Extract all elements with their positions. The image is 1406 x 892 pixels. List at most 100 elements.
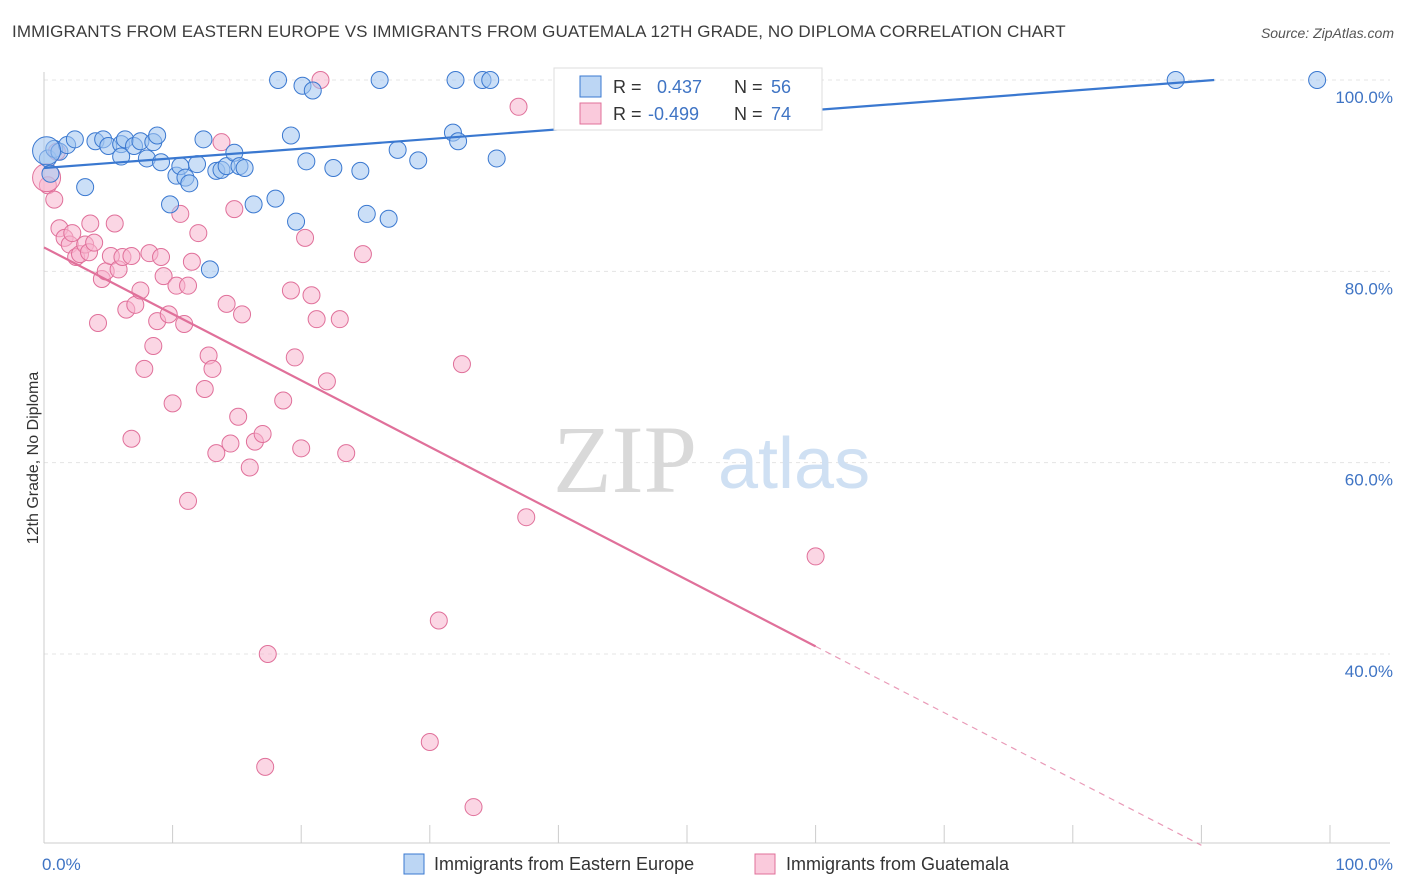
guatemala-point <box>221 434 240 453</box>
eastern-europe-point <box>194 130 213 149</box>
legend-n-value-1: 56 <box>771 77 791 97</box>
guatemala-point <box>45 190 64 209</box>
trend-line-guatemala-extension <box>815 645 1202 846</box>
series-guatemala-points <box>32 71 825 817</box>
guatemala-point <box>806 547 825 566</box>
guatemala-point <box>258 645 277 663</box>
bottom-legend-label-eastern-europe: Immigrants from Eastern Europe <box>434 854 694 874</box>
guatemala-point <box>253 424 272 443</box>
guatemala-point <box>429 611 448 630</box>
eastern-europe-point <box>65 130 84 149</box>
y-tick-label: 80.0% <box>1345 279 1393 298</box>
guatemala-point <box>189 224 208 243</box>
eastern-europe-point <box>449 132 468 151</box>
guatemala-point <box>207 444 226 463</box>
eastern-europe-point <box>180 174 199 193</box>
guatemala-point <box>509 97 528 116</box>
eastern-europe-point <box>287 212 306 231</box>
guatemala-point <box>225 200 244 219</box>
guatemala-point <box>217 294 236 313</box>
tick-labels: 100.0% 80.0% 60.0% 40.0% 0.0% 100.0% <box>42 88 1393 874</box>
guatemala-point <box>144 336 163 355</box>
eastern-europe-point <box>409 151 428 170</box>
legend-n-label-1: N = <box>734 77 763 97</box>
guatemala-point <box>179 491 198 510</box>
y-axis-title: 12th Grade, No Diploma <box>25 372 42 545</box>
legend-n-label-2: N = <box>734 104 763 124</box>
legend-n-value-2: 74 <box>771 104 791 124</box>
bottom-legend-label-guatemala: Immigrants from Guatemala <box>786 854 1010 874</box>
eastern-europe-point <box>148 126 167 145</box>
legend-swatch-pink <box>579 102 602 125</box>
guatemala-point <box>517 508 536 527</box>
eastern-europe-point <box>266 189 285 208</box>
eastern-europe-point <box>269 71 288 89</box>
guatemala-point <box>256 757 275 776</box>
guatemala-point <box>229 407 248 426</box>
eastern-europe-point <box>481 71 500 89</box>
eastern-europe-point <box>370 71 389 89</box>
eastern-europe-point <box>324 159 343 178</box>
guatemala-point <box>420 733 439 752</box>
eastern-europe-point <box>161 195 180 214</box>
guatemala-point <box>63 224 82 243</box>
guatemala-point <box>81 214 100 233</box>
guatemala-point <box>285 348 304 367</box>
eastern-europe-point <box>188 155 207 174</box>
eastern-europe-point <box>446 71 465 89</box>
eastern-europe-point <box>152 153 171 172</box>
x-tick-label: 0.0% <box>42 855 81 874</box>
guatemala-point <box>122 247 141 266</box>
eastern-europe-point <box>112 147 131 166</box>
bottom-legend-swatch-pink <box>754 853 776 875</box>
guatemala-point <box>452 355 471 374</box>
guatemala-point <box>353 245 372 264</box>
eastern-europe-point <box>379 209 398 228</box>
eastern-europe-point <box>388 140 407 159</box>
guatemala-point <box>182 252 201 271</box>
y-tick-label: 100.0% <box>1335 88 1393 107</box>
legend-swatch-blue <box>579 75 602 98</box>
watermark-zip: ZIP <box>553 406 697 513</box>
eastern-europe-point <box>351 161 370 180</box>
guatemala-point <box>135 359 154 378</box>
guatemala-point <box>317 372 336 391</box>
eastern-europe-point <box>76 178 95 197</box>
axes <box>43 72 1390 844</box>
eastern-europe-point <box>1166 71 1185 89</box>
guatemala-point <box>163 394 182 413</box>
legend-r-value-2: -0.499 <box>648 104 699 124</box>
eastern-europe-point <box>297 152 316 171</box>
guatemala-point <box>85 233 104 252</box>
eastern-europe-point <box>357 204 376 223</box>
guatemala-point <box>152 247 171 266</box>
series-eastern-europe-points <box>32 71 1327 279</box>
trend-line-guatemala <box>43 246 817 648</box>
guatemala-point <box>203 359 222 378</box>
guatemala-point <box>292 439 311 458</box>
chart-title: IMMIGRANTS FROM EASTERN EUROPE VS IMMIGR… <box>12 22 1066 41</box>
eastern-europe-point <box>281 126 300 145</box>
eastern-europe-point <box>487 149 506 168</box>
legend-r-label-2: R = <box>613 104 642 124</box>
guatemala-point <box>212 133 231 152</box>
guatemala-point <box>302 286 321 305</box>
guatemala-point <box>195 380 214 399</box>
correlation-legend: R = 0.437 N = 56 R = -0.499 N = 74 <box>553 67 823 131</box>
guatemala-point <box>105 214 124 233</box>
source-credit: Source: ZipAtlas.com <box>1260 25 1394 41</box>
legend-r-label-1: R = <box>613 77 642 97</box>
y-tick-label: 40.0% <box>1345 662 1393 681</box>
series-legend: Immigrants from Eastern Europe Immigrant… <box>403 853 1010 875</box>
guatemala-point <box>274 391 293 410</box>
eastern-europe-point <box>200 260 219 279</box>
y-tick-label: 60.0% <box>1345 471 1393 490</box>
eastern-europe-point <box>1308 71 1327 89</box>
watermark: ZIP atlas <box>553 406 870 513</box>
eastern-europe-point <box>41 164 60 183</box>
guatemala-point <box>337 444 356 463</box>
guatemala-point <box>122 429 141 448</box>
guatemala-point <box>89 313 108 332</box>
guatemala-point <box>296 228 315 247</box>
guatemala-point <box>179 276 198 295</box>
